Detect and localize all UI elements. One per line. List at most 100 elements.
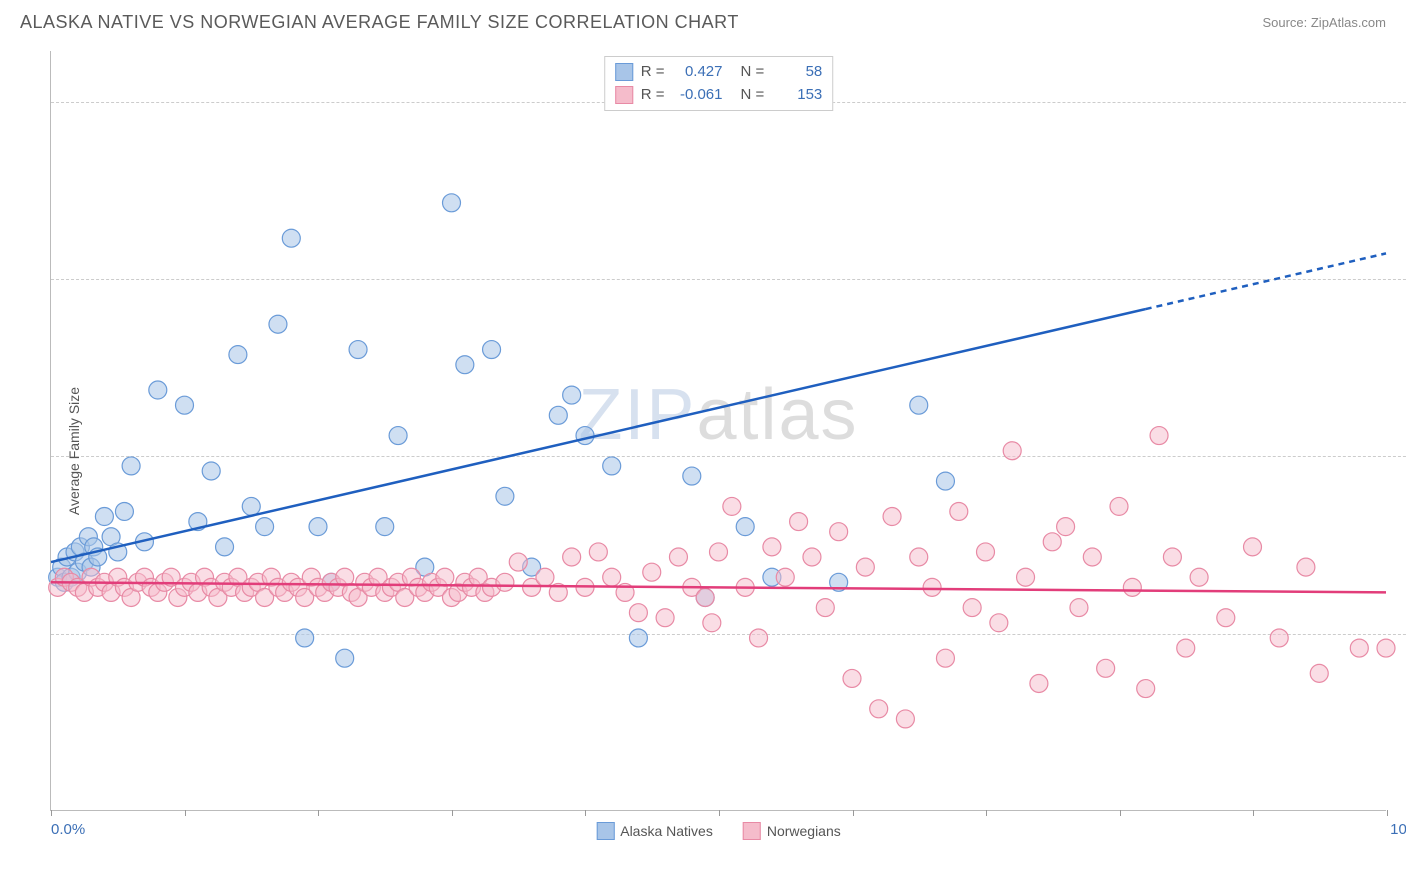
scatter-point <box>683 467 701 485</box>
scatter-point <box>216 538 234 556</box>
scatter-point <box>603 568 621 586</box>
scatter-point <box>1057 518 1075 536</box>
scatter-point <box>1377 639 1395 657</box>
x-tick <box>1253 810 1254 816</box>
series-legend-item: Norwegians <box>743 822 841 840</box>
scatter-point <box>1137 680 1155 698</box>
scatter-point <box>349 341 367 359</box>
series-legend-label: Norwegians <box>767 823 841 839</box>
scatter-point <box>336 649 354 667</box>
x-tick <box>1120 810 1121 816</box>
x-tick <box>719 810 720 816</box>
scatter-point <box>990 614 1008 632</box>
scatter-point <box>176 396 194 414</box>
scatter-point <box>1297 558 1315 576</box>
scatter-point <box>256 518 274 536</box>
x-tick <box>185 810 186 816</box>
legend-swatch <box>596 822 614 840</box>
correlation-legend: R =0.427N =58R =-0.061N =153 <box>604 56 834 111</box>
chart-area: Average Family Size ZIPatlas R =0.427N =… <box>0 41 1406 861</box>
scatter-point <box>1310 664 1328 682</box>
x-tick <box>318 810 319 816</box>
scatter-point <box>763 538 781 556</box>
series-legend-label: Alaska Natives <box>620 823 713 839</box>
scatter-point <box>856 558 874 576</box>
source-prefix: Source: <box>1262 15 1310 30</box>
scatter-point <box>1270 629 1288 647</box>
plot-svg <box>51 51 1386 810</box>
scatter-point <box>282 229 300 247</box>
scatter-point <box>536 568 554 586</box>
scatter-point <box>1177 639 1195 657</box>
scatter-point <box>1017 568 1035 586</box>
correlation-legend-row: R =0.427N =58 <box>615 61 823 84</box>
x-tick <box>853 810 854 816</box>
x-tick <box>452 810 453 816</box>
scatter-point <box>389 427 407 445</box>
scatter-point <box>816 599 834 617</box>
x-tick <box>585 810 586 816</box>
legend-n-value: 58 <box>772 61 822 84</box>
legend-n-value: 153 <box>772 84 822 107</box>
scatter-point <box>509 553 527 571</box>
scatter-point <box>843 669 861 687</box>
chart-title: ALASKA NATIVE VS NORWEGIAN AVERAGE FAMIL… <box>20 12 739 33</box>
scatter-point <box>149 381 167 399</box>
scatter-point <box>1217 609 1235 627</box>
legend-swatch <box>615 63 633 81</box>
scatter-point <box>1123 578 1141 596</box>
scatter-point <box>643 563 661 581</box>
scatter-point <box>549 406 567 424</box>
legend-swatch <box>743 822 761 840</box>
source-link[interactable]: ZipAtlas.com <box>1311 15 1386 30</box>
header: ALASKA NATIVE VS NORWEGIAN AVERAGE FAMIL… <box>0 0 1406 41</box>
scatter-point <box>269 315 287 333</box>
scatter-point <box>443 194 461 212</box>
y-tick-label: 8.00 <box>1391 93 1406 110</box>
scatter-point <box>703 614 721 632</box>
scatter-point <box>1110 497 1128 515</box>
scatter-point <box>1163 548 1181 566</box>
scatter-point <box>910 396 928 414</box>
scatter-point <box>589 543 607 561</box>
scatter-point <box>1350 639 1368 657</box>
scatter-point <box>629 629 647 647</box>
y-tick-label: 4.50 <box>1391 448 1406 465</box>
plot-region: ZIPatlas R =0.427N =58R =-0.061N =153 0.… <box>50 51 1386 811</box>
scatter-point <box>723 497 741 515</box>
legend-swatch <box>615 86 633 104</box>
trend-line <box>51 309 1146 562</box>
scatter-point <box>376 518 394 536</box>
scatter-point <box>977 543 995 561</box>
scatter-point <box>803 548 821 566</box>
source-attribution: Source: ZipAtlas.com <box>1262 15 1386 30</box>
x-axis-max-label: 100.0% <box>1390 821 1406 838</box>
legend-r-value: -0.061 <box>673 84 723 107</box>
scatter-point <box>936 649 954 667</box>
x-tick <box>1387 810 1388 816</box>
scatter-point <box>1150 427 1168 445</box>
scatter-point <box>563 548 581 566</box>
scatter-point <box>896 710 914 728</box>
scatter-point <box>910 548 928 566</box>
correlation-legend-row: R =-0.061N =153 <box>615 84 823 107</box>
scatter-point <box>669 548 687 566</box>
scatter-point <box>883 508 901 526</box>
scatter-point <box>936 472 954 490</box>
scatter-point <box>950 502 968 520</box>
legend-n-label: N = <box>741 84 765 107</box>
scatter-point <box>750 629 768 647</box>
scatter-point <box>242 497 260 515</box>
x-tick <box>51 810 52 816</box>
trend-line-extrapolated <box>1146 253 1386 309</box>
series-legend: Alaska Natives Norwegians <box>596 822 841 840</box>
scatter-point <box>115 502 133 520</box>
scatter-point <box>629 604 647 622</box>
scatter-point <box>1003 442 1021 460</box>
scatter-point <box>1097 659 1115 677</box>
scatter-point <box>870 700 888 718</box>
scatter-point <box>710 543 728 561</box>
y-tick-label: 2.75 <box>1391 625 1406 642</box>
x-axis-min-label: 0.0% <box>51 821 85 838</box>
scatter-point <box>1030 675 1048 693</box>
